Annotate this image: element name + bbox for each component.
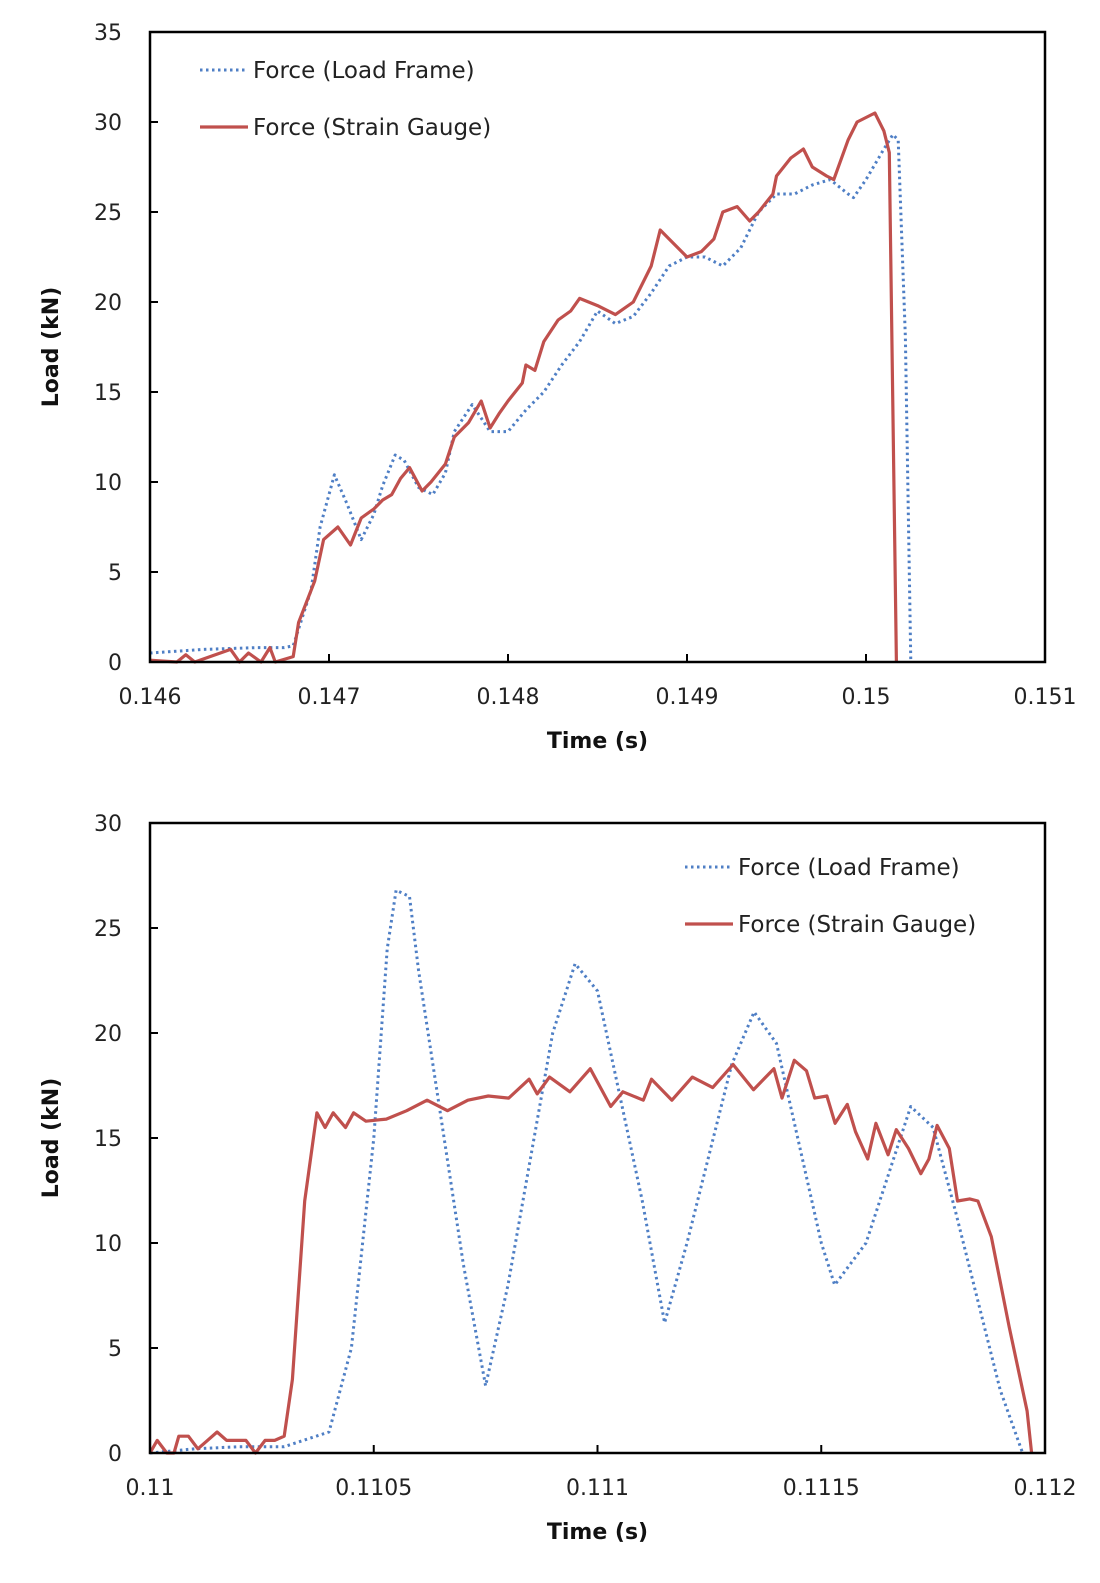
y-tick-label: 25 <box>94 201 122 226</box>
legend-label: Force (Load Frame) <box>253 58 475 84</box>
y-tick-label: 25 <box>94 917 122 942</box>
x-axis-title: Time (s) <box>547 1520 648 1545</box>
y-tick-label: 30 <box>94 812 122 837</box>
chart-2: 0.11 0.1105 0.111 0.1115 0.112 0 5 10 15 20 25 30 Ti… <box>39 812 1076 1545</box>
y-tick-label: 30 <box>94 111 122 136</box>
x-tick-label: 0.11 <box>126 1476 175 1501</box>
y-tick-label: 5 <box>108 561 122 586</box>
plot-area-frame <box>148 30 1047 664</box>
y-tick-label: 0 <box>108 1442 122 1467</box>
x-tick-label: 0.112 <box>1014 1476 1077 1501</box>
x-tick-label: 0.1105 <box>335 1476 412 1501</box>
x-tick-label: 0.15 <box>842 685 891 710</box>
x-tick-label: 0.148 <box>477 685 540 710</box>
x-tick-label: 0.1115 <box>783 1476 860 1501</box>
series-load-frame-line <box>149 133 913 663</box>
legend-label: Force (Strain Gauge) <box>253 115 491 141</box>
y-tick-label: 15 <box>94 381 122 406</box>
series-strain-gauge-line <box>148 1058 1034 1455</box>
chart-1: 0.146 0.147 0.148 0.149 0.15 0.151 0 5 10 15 20 25 3… <box>39 21 1076 754</box>
y-axis-title: Load (kN) <box>39 287 64 408</box>
y-tick-label: 10 <box>94 1232 122 1257</box>
y-tick-label: 35 <box>94 21 122 46</box>
y-tick-label: 10 <box>94 471 122 496</box>
x-tick-label: 0.149 <box>656 685 719 710</box>
series-load-frame-line <box>149 888 1025 1455</box>
x-tick-label: 0.147 <box>298 685 361 710</box>
x-axis-title: Time (s) <box>547 729 648 754</box>
y-tick-label: 5 <box>108 1337 122 1362</box>
y-tick-label: 20 <box>94 291 122 316</box>
y-tick-label: 20 <box>94 1022 122 1047</box>
x-tick-label: 0.151 <box>1014 685 1077 710</box>
legend-label: Force (Load Frame) <box>738 855 960 881</box>
series-strain-gauge-line <box>149 111 898 664</box>
y-tick-label: 0 <box>108 651 122 676</box>
legend-label: Force (Strain Gauge) <box>738 912 976 938</box>
y-tick-label: 15 <box>94 1127 122 1152</box>
x-tick-label: 0.111 <box>566 1476 629 1501</box>
y-axis-title: Load (kN) <box>39 1078 64 1199</box>
x-tick-label: 0.146 <box>119 685 182 710</box>
